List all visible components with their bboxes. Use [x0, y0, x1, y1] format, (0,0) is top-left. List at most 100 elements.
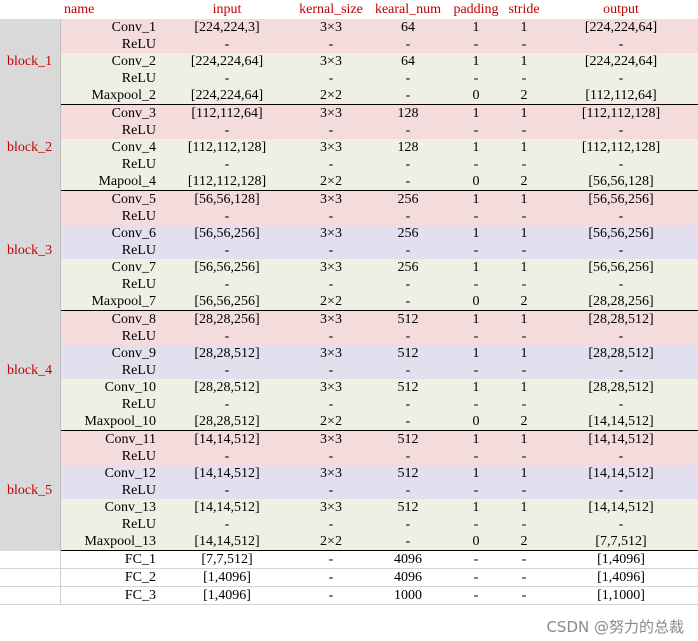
cell-output[interactable]: -	[544, 362, 698, 379]
cell-kernel[interactable]: -	[294, 36, 368, 53]
block-label[interactable]: block_2	[0, 104, 61, 191]
cell-kernel[interactable]: 3×3	[294, 53, 368, 70]
cell-output[interactable]: [14,14,512]	[544, 413, 698, 431]
cell-num[interactable]: 64	[368, 53, 448, 70]
cell-input[interactable]: [56,56,256]	[160, 259, 294, 276]
cell-output[interactable]: [56,56,256]	[544, 225, 698, 242]
cell-output[interactable]: [28,28,512]	[544, 345, 698, 362]
cell-input[interactable]: [56,56,128]	[160, 190, 294, 208]
cell-num[interactable]: -	[368, 516, 448, 533]
cell-stride[interactable]: -	[504, 156, 544, 173]
cell-stride[interactable]: 1	[504, 430, 544, 448]
cell-padding[interactable]: 1	[448, 104, 504, 122]
cell-kernel[interactable]: 3×3	[294, 225, 368, 242]
cell-input[interactable]: [14,14,512]	[160, 499, 294, 516]
cell-input[interactable]: [224,224,64]	[160, 87, 294, 105]
cell-num[interactable]: -	[368, 36, 448, 53]
cell-stride[interactable]: -	[504, 70, 544, 87]
cell-name[interactable]: FC_3	[60, 586, 160, 605]
cell-input[interactable]: [28,28,256]	[160, 310, 294, 328]
cell-stride[interactable]: -	[504, 208, 544, 225]
cell-input[interactable]: [56,56,256]	[160, 293, 294, 311]
cell-name[interactable]: ReLU	[60, 448, 160, 465]
cell-name[interactable]: ReLU	[60, 36, 160, 53]
cell-stride[interactable]: -	[504, 568, 544, 587]
cell-padding[interactable]: 1	[448, 430, 504, 448]
cell-name[interactable]: ReLU	[60, 396, 160, 413]
cell-stride[interactable]: -	[504, 586, 544, 605]
cell-kernel[interactable]: -	[294, 328, 368, 345]
cell-num[interactable]: 512	[368, 310, 448, 328]
cell-padding[interactable]: -	[448, 70, 504, 87]
cell-kernel[interactable]: -	[294, 586, 368, 605]
cell-output[interactable]: -	[544, 70, 698, 87]
cell-stride[interactable]: 1	[504, 190, 544, 208]
header-padding[interactable]: padding	[453, 2, 499, 17]
cell-num[interactable]: -	[368, 448, 448, 465]
cell-stride[interactable]: 2	[504, 533, 544, 551]
cell-padding[interactable]: 1	[448, 310, 504, 328]
cell-num[interactable]: 128	[368, 139, 448, 156]
cell-padding[interactable]: 1	[448, 225, 504, 242]
cell-padding[interactable]: -	[448, 482, 504, 499]
cell-num[interactable]: -	[368, 208, 448, 225]
cell-num[interactable]: 256	[368, 225, 448, 242]
cell-num[interactable]: -	[368, 293, 448, 311]
header-kernel-size[interactable]: kernal_size	[299, 2, 363, 17]
cell-padding[interactable]: -	[448, 276, 504, 293]
cell-output[interactable]: -	[544, 242, 698, 259]
cell-input[interactable]: [112,112,128]	[160, 139, 294, 156]
cell-input[interactable]: [56,56,256]	[160, 225, 294, 242]
cell-input[interactable]: -	[160, 396, 294, 413]
cell-kernel[interactable]: 3×3	[294, 19, 368, 36]
cell-stride[interactable]: 1	[504, 53, 544, 70]
cell-padding[interactable]: 1	[448, 259, 504, 276]
cell-kernel[interactable]: 2×2	[294, 413, 368, 431]
cell-name[interactable]: Maxpool_10	[60, 413, 160, 431]
cell-kernel[interactable]: -	[294, 396, 368, 413]
cell-output[interactable]: [28,28,512]	[544, 379, 698, 396]
cell-stride[interactable]: 2	[504, 87, 544, 105]
cell-num[interactable]: 512	[368, 379, 448, 396]
cell-name[interactable]: Mapool_4	[60, 173, 160, 191]
cell-padding[interactable]: 1	[448, 379, 504, 396]
cell-kernel[interactable]: 3×3	[294, 139, 368, 156]
cell-name[interactable]: Conv_12	[60, 465, 160, 482]
cell-name[interactable]: FC_2	[60, 568, 160, 587]
cell-input[interactable]: [1,4096]	[160, 586, 294, 605]
fc-block-cell[interactable]	[0, 586, 61, 605]
cell-input[interactable]: [14,14,512]	[160, 533, 294, 551]
cell-output[interactable]: [28,28,256]	[544, 293, 698, 311]
cell-padding[interactable]: -	[448, 36, 504, 53]
cell-output[interactable]: [224,224,64]	[544, 53, 698, 70]
cell-output[interactable]: [1,1000]	[544, 586, 698, 605]
cell-stride[interactable]: -	[504, 276, 544, 293]
cell-name[interactable]: ReLU	[60, 362, 160, 379]
cell-stride[interactable]: 1	[504, 259, 544, 276]
cell-output[interactable]: [56,56,128]	[544, 173, 698, 191]
cell-name[interactable]: Conv_10	[60, 379, 160, 396]
cell-stride[interactable]: 1	[504, 139, 544, 156]
cell-num[interactable]: -	[368, 276, 448, 293]
cell-name[interactable]: Conv_2	[60, 53, 160, 70]
cell-name[interactable]: Conv_8	[60, 310, 160, 328]
header-name[interactable]: name	[64, 2, 95, 17]
fc-block-cell[interactable]	[0, 568, 61, 587]
cell-name[interactable]: FC_1	[60, 550, 160, 569]
cell-kernel[interactable]: 2×2	[294, 533, 368, 551]
cell-num[interactable]: -	[368, 328, 448, 345]
cell-stride[interactable]: -	[504, 362, 544, 379]
cell-stride[interactable]: -	[504, 36, 544, 53]
cell-input[interactable]: [224,224,64]	[160, 53, 294, 70]
cell-padding[interactable]: -	[448, 396, 504, 413]
cell-output[interactable]: [56,56,256]	[544, 259, 698, 276]
header-corner-cell[interactable]	[0, 0, 60, 19]
cell-num[interactable]: -	[368, 70, 448, 87]
cell-num[interactable]: 512	[368, 345, 448, 362]
cell-stride[interactable]: -	[504, 482, 544, 499]
cell-input[interactable]: -	[160, 208, 294, 225]
cell-padding[interactable]: -	[448, 208, 504, 225]
cell-kernel[interactable]: -	[294, 362, 368, 379]
cell-output[interactable]: -	[544, 448, 698, 465]
cell-output[interactable]: [224,224,64]	[544, 19, 698, 36]
